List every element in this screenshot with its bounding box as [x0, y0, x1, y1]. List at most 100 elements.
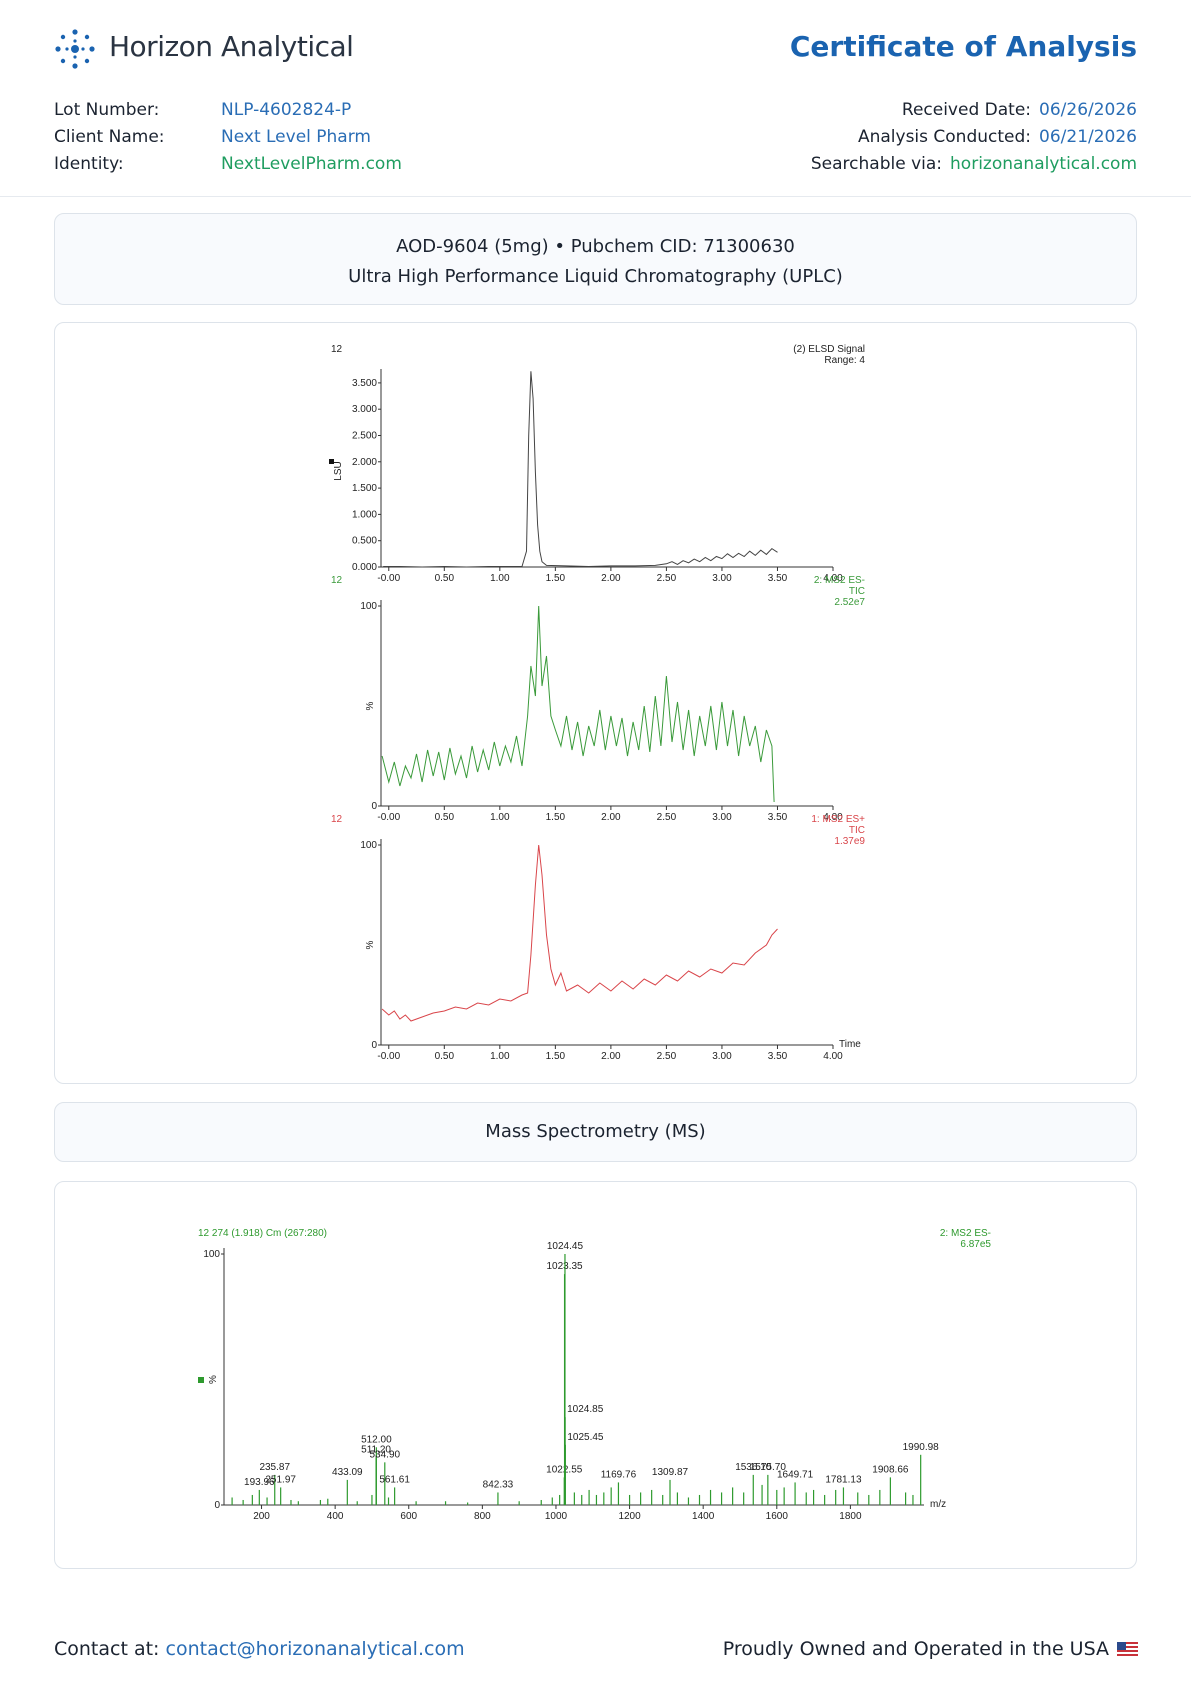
peak-label: 193.96: [244, 1477, 275, 1488]
peak-label: 1169.76: [601, 1469, 637, 1480]
x-tick-label: 2.50: [657, 812, 677, 823]
contact-email[interactable]: contact@horizonanalytical.com: [165, 1638, 465, 1660]
peak-label: 1781.13: [825, 1474, 862, 1485]
ms-title-box: Mass Spectrometry (MS): [54, 1102, 1137, 1162]
x-tick-label: 1.50: [546, 573, 566, 584]
x-tick-label: 4.00: [823, 1051, 843, 1062]
info-value: Next Level Pharm: [221, 127, 371, 147]
x-tick-label: 200: [253, 1511, 270, 1522]
x-tick-label: 1.50: [546, 1051, 566, 1062]
info-row: Received Date: 06/26/2026: [902, 100, 1137, 120]
x-tick-label: 0.50: [435, 812, 455, 823]
info-row: Analysis Conducted: 06/21/2026: [858, 127, 1137, 147]
annotation: 1: MS2 ES+: [811, 814, 865, 825]
info-label: Client Name:: [54, 127, 165, 147]
ms-title: Mass Spectrometry (MS): [485, 1121, 706, 1142]
annotation: 2.52e7: [834, 597, 865, 608]
info-row: Searchable via: horizonanalytical.com: [811, 154, 1137, 174]
x-axis-label: m/z: [930, 1499, 946, 1510]
x-tick-label: 1000: [545, 1511, 568, 1522]
y-axis-label: %: [365, 940, 376, 949]
ms-chart: 200 400 600 800 1000 1200 1400 1600 1800 0 100% m/z…: [198, 1228, 991, 1522]
info-label: Searchable via:: [810, 154, 943, 174]
uplc-charts: -0.00 0.50 1.00 1.50 2.00 2.50 3.00 3.50 4.00 0.0…: [329, 344, 865, 1062]
brand-name: Horizon Analytical: [109, 30, 354, 63]
method-name: Ultra High Performance Liquid Chromatogr…: [348, 266, 843, 287]
info-label: Identity:: [54, 154, 124, 174]
x-tick-label: -0.00: [377, 573, 400, 584]
y-tick-label: 1.500: [352, 483, 377, 494]
peak-label: 1024.45: [547, 1241, 584, 1252]
annotation: (2) ELSD Signal: [793, 344, 865, 355]
trace: [381, 605, 775, 803]
peak-label: 251.97: [265, 1474, 296, 1485]
contact-label: Contact at:: [54, 1638, 160, 1660]
x-tick-label: -0.00: [377, 1051, 400, 1062]
sample-label: 12: [331, 814, 343, 825]
peak-label: 842.33: [483, 1479, 514, 1490]
made-in: Proudly Owned and Operated in the USA: [722, 1638, 1109, 1660]
info-value: horizonanalytical.com: [950, 154, 1137, 174]
x-tick-label: 1.50: [546, 812, 566, 823]
peak-label: 534.90: [369, 1449, 400, 1460]
compound-name: AOD-9604 (5mg) • Pubchem CID: 71300630: [396, 236, 795, 257]
x-tick-label: 4.00: [823, 812, 843, 823]
peak-label: 561.61: [379, 1474, 410, 1485]
annotation: TIC: [849, 825, 865, 836]
x-tick-label: 2.00: [601, 1051, 621, 1062]
x-tick-label: 3.00: [712, 812, 732, 823]
y-tick-label: 100: [203, 1249, 220, 1260]
y-tick-label: 3.500: [352, 378, 377, 389]
info-label: Lot Number:: [54, 100, 160, 120]
x-tick-label: 800: [474, 1511, 491, 1522]
legend-swatch: [329, 459, 334, 464]
y-tick-label: 0.500: [352, 536, 377, 547]
contact: Contact at: contact@horizonanalytical.co…: [54, 1638, 465, 1660]
y-tick-label: 0: [371, 801, 377, 812]
y-tick-label: 2.000: [352, 457, 377, 468]
x-tick-label: 2.00: [601, 573, 621, 584]
peak-label: 1536.10: [735, 1462, 772, 1473]
sample-label: 12: [331, 575, 343, 586]
x-tick-label: 1.00: [490, 573, 510, 584]
trace: [383, 371, 778, 568]
y-tick-label: 0: [214, 1500, 220, 1511]
peak-label: 1990.98: [903, 1442, 940, 1453]
uplc-box: -0.00 0.50 1.00 1.50 2.00 2.50 3.00 3.50 4.00 0.0…: [54, 322, 1137, 1084]
x-tick-label: 400: [327, 1511, 344, 1522]
compound-box: AOD-9604 (5mg) • Pubchem CID: 71300630 U…: [54, 213, 1137, 305]
info-label: Analysis Conducted:: [857, 127, 1032, 147]
x-tick-label: 3.50: [768, 812, 788, 823]
y-tick-label: 0: [371, 1040, 377, 1051]
info-value: 06/21/2026: [1039, 127, 1137, 147]
chart-title: 12 274 (1.918) Cm (267:280): [198, 1228, 327, 1239]
x-tick-label: 1800: [839, 1511, 862, 1522]
x-tick-label: 2.00: [601, 812, 621, 823]
y-tick-label: 100: [360, 840, 377, 851]
peak-label: 1649.71: [777, 1469, 814, 1480]
annotation: 1.37e9: [834, 836, 865, 847]
x-tick-label: 2.50: [657, 573, 677, 584]
y-tick-label: 1.000: [352, 509, 377, 520]
peak-label: 1575.70: [750, 1462, 787, 1473]
peak-label: 1025.45: [567, 1432, 604, 1443]
y-axis-label: LSU: [333, 461, 344, 480]
x-tick-label: 3.50: [768, 1051, 788, 1062]
x-tick-label: -0.00: [377, 812, 400, 823]
annotation: 2: MS2 ES-: [940, 1228, 991, 1239]
sample-label: 12: [331, 344, 343, 355]
info-value: NextLevelPharm.com: [221, 154, 402, 174]
us-flag: [1117, 1642, 1138, 1658]
trace: [381, 844, 778, 1022]
x-tick-label: 3.00: [712, 1051, 732, 1062]
peak-label: 1908.66: [872, 1464, 909, 1475]
x-tick-label: 4.00: [823, 573, 843, 584]
x-tick-label: 1600: [766, 1511, 789, 1522]
info-value: NLP-4602824-P: [221, 100, 352, 120]
peak-label: 433.09: [332, 1467, 363, 1478]
divider: [0, 196, 1191, 197]
annotation: 6.87e5: [960, 1239, 991, 1250]
x-axis-label: Time: [839, 1039, 861, 1050]
y-tick-label: 0.000: [352, 562, 377, 573]
peak-label: 235.87: [259, 1462, 290, 1473]
